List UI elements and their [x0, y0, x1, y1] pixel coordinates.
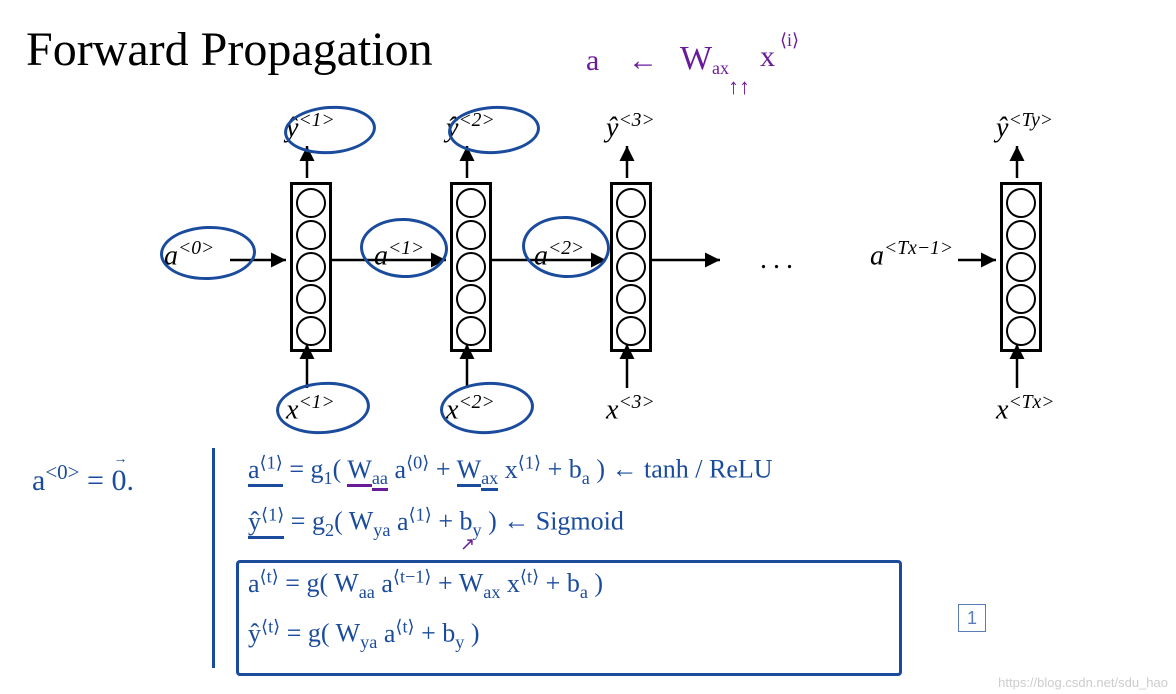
equation: ŷ⟨1⟩ = g2( Wya a⟨1⟩ + by ) ← Sigmoid	[248, 504, 624, 541]
arrow	[1011, 338, 1023, 394]
hand-circle	[439, 380, 536, 437]
equation: a⟨1⟩ = g1( Waa a⟨0⟩ + Wax x⟨1⟩ + ba ) ← …	[248, 452, 773, 489]
watermark: https://blog.csdn.net/sdu_hao	[998, 675, 1168, 690]
hand-circle	[159, 224, 257, 281]
hand-circle	[359, 216, 449, 279]
separator-line	[212, 448, 215, 668]
page-title: Forward Propagation	[26, 22, 433, 77]
ellipsis: ...	[760, 244, 799, 276]
input-label: x<3>	[606, 392, 655, 426]
page-number: 1	[958, 604, 986, 632]
hand-note: x	[760, 40, 775, 74]
hand-note: ←	[628, 44, 658, 78]
output-label: ŷ<Ty>	[996, 110, 1053, 144]
hand-note: W	[680, 40, 712, 78]
state-label: a<Tx−1>	[870, 238, 953, 272]
arrow	[646, 254, 726, 266]
input-label: x<Tx>	[996, 392, 1054, 426]
rnn-cell	[610, 182, 652, 352]
hand-note: ⟨i⟩	[780, 30, 799, 51]
boxed-equation-line: a⟨t⟩ = g( Waa a⟨t−1⟩ + Wax x⟨t⟩ + ba )	[248, 566, 603, 603]
rnn-cell	[450, 182, 492, 352]
arrow	[1011, 140, 1023, 184]
hand-circle	[274, 379, 371, 437]
equation: ↗	[460, 534, 475, 555]
hand-note: a	[586, 44, 599, 78]
hand-note: ax	[712, 58, 729, 79]
arrow	[621, 140, 633, 184]
arrow	[952, 254, 1002, 266]
hand-note: ↑↑	[728, 74, 750, 100]
rnn-cell	[1000, 182, 1042, 352]
boxed-equation-line: ŷ⟨t⟩ = g( Wya a⟨t⟩ + by )	[248, 616, 480, 653]
arrow	[621, 338, 633, 394]
rnn-cell	[290, 182, 332, 352]
initial-state-note: a<0> = 0→.	[32, 460, 134, 498]
